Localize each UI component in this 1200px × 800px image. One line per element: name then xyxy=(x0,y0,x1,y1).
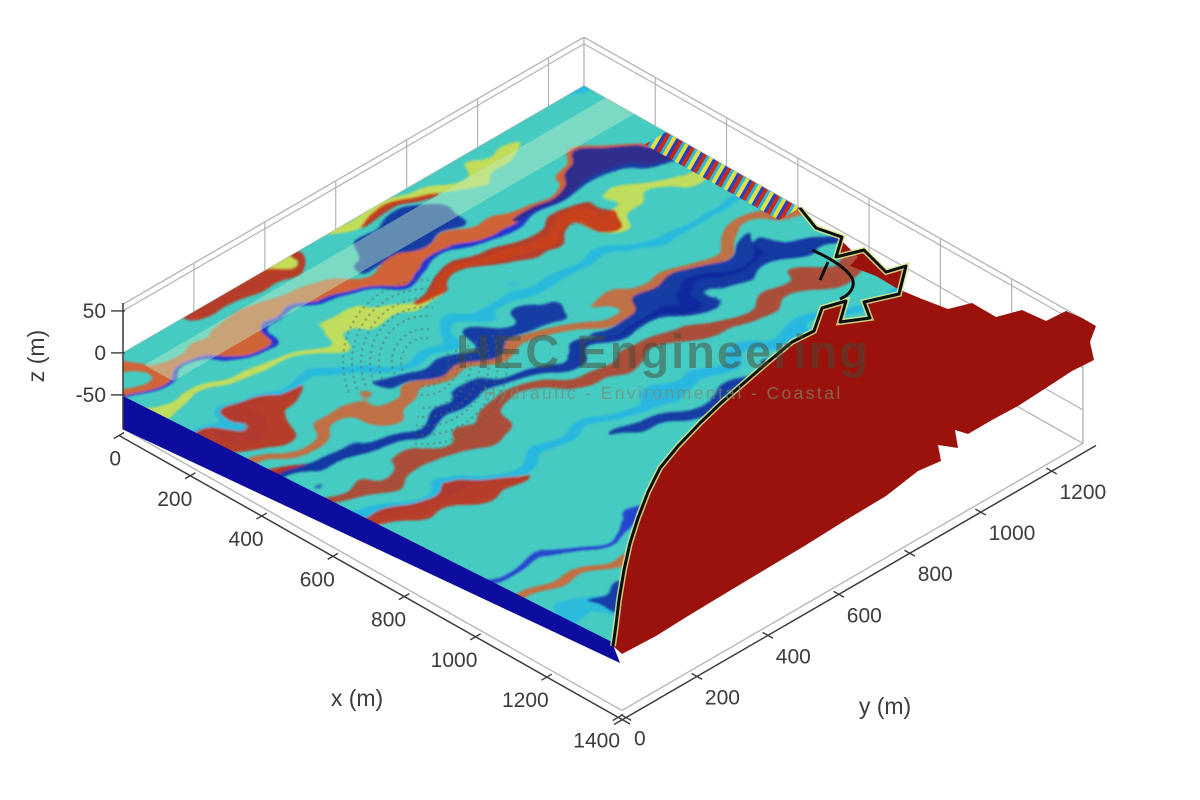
watermark-title: HEC Engineering xyxy=(456,325,870,378)
y-ruler xyxy=(613,444,1097,726)
y-tick xyxy=(904,549,916,557)
x-tick-label: 1200 xyxy=(502,689,549,712)
y-axis-label: y (m) xyxy=(859,693,911,719)
ellipse-shape xyxy=(291,626,493,646)
watermark-subtitle: Hydraulic - Environmental - Coastal xyxy=(483,383,842,403)
rect-shape xyxy=(123,187,583,589)
path-shape xyxy=(413,330,509,446)
x-tick xyxy=(469,633,481,641)
ellipse-shape xyxy=(354,185,454,231)
x-tick-label: 200 xyxy=(157,488,192,511)
path-shape xyxy=(420,349,460,397)
x-tick xyxy=(541,673,553,681)
x-tick-label: 800 xyxy=(371,609,406,632)
axis-labels: x (m) y (m) z (m) xyxy=(23,330,911,719)
y-tick-label: 600 xyxy=(847,604,882,627)
ellipse-shape xyxy=(350,457,545,548)
z-tick-label: 50 xyxy=(83,300,106,323)
x-tick-label: 1400 xyxy=(573,730,620,753)
rect-shape xyxy=(17,770,515,800)
x-tick-label: 400 xyxy=(229,528,264,551)
nearshore-pale-wash xyxy=(144,98,634,382)
y-tick xyxy=(620,713,632,722)
shoreline xyxy=(610,206,911,647)
z-tick-label: -50 xyxy=(76,384,106,407)
path-shape xyxy=(399,336,429,372)
y-tick xyxy=(1045,467,1058,475)
path-shape xyxy=(418,344,473,410)
z-tick-label: 0 xyxy=(94,342,106,365)
x-tick xyxy=(327,552,339,560)
x-tick xyxy=(256,512,268,520)
axis-rulers: 0 200 400 600 800 1000 1200 1400 0 200 400 600 800 10… xyxy=(76,300,1107,753)
y-tick xyxy=(975,508,987,516)
left-wall-z-gridline xyxy=(122,43,585,312)
left-wall-z-gridline xyxy=(122,85,585,354)
y-tick-label: 0 xyxy=(634,728,646,751)
z-axis-label: z (m) xyxy=(23,330,49,382)
logo-arcs xyxy=(341,278,509,446)
rect-shape xyxy=(153,162,812,462)
box-edge xyxy=(621,442,1084,712)
ellipse-shape xyxy=(581,251,765,337)
deep-bottom-strip-poly xyxy=(123,396,620,663)
x-ruler xyxy=(118,434,631,725)
y-tick-label: 1000 xyxy=(989,522,1036,545)
watermark: HEC Engineering Hydraulic - Environmenta… xyxy=(341,278,870,446)
y-tick xyxy=(833,590,845,598)
y-tick-label: 1200 xyxy=(1060,481,1107,504)
y-tick xyxy=(691,672,703,680)
y-tick-label: 200 xyxy=(705,686,740,709)
path-shape xyxy=(421,352,451,388)
box-edge xyxy=(583,36,1084,320)
y-tick-label: 400 xyxy=(776,645,811,668)
x-tick-label: 600 xyxy=(300,568,335,591)
rect-shape xyxy=(123,616,307,646)
right-wall-z-gridline xyxy=(583,43,1084,327)
land-surface xyxy=(613,208,1096,654)
rect-shape xyxy=(123,85,192,252)
path-shape xyxy=(390,327,430,375)
spit-path xyxy=(811,248,855,301)
y-tick xyxy=(762,631,774,639)
rect-shape xyxy=(123,85,448,206)
path-shape xyxy=(359,296,435,387)
x-tick xyxy=(184,472,196,480)
box-edge xyxy=(122,36,585,305)
box-edge xyxy=(122,427,623,712)
rect-shape xyxy=(0,714,460,800)
ellipse-shape xyxy=(350,209,454,261)
deep-bottom-strip xyxy=(123,396,620,663)
x-tick-label: 0 xyxy=(109,448,121,471)
path-shape xyxy=(341,278,437,394)
coastline-path xyxy=(611,207,908,647)
hec-logo-swirl-icon xyxy=(341,278,509,446)
path-shape xyxy=(415,337,491,428)
ellipse-shape xyxy=(377,305,557,389)
x-tick xyxy=(398,593,410,601)
ellipse-shape xyxy=(415,206,617,299)
y-tick-label: 800 xyxy=(918,563,953,586)
rect-shape xyxy=(123,85,906,630)
x-axis-label: x (m) xyxy=(331,685,383,711)
rect-shape xyxy=(123,85,906,557)
x-tick-label: 1000 xyxy=(431,649,478,672)
x-tick xyxy=(113,431,125,440)
land-poly xyxy=(613,208,1096,654)
path-shape xyxy=(377,314,432,380)
